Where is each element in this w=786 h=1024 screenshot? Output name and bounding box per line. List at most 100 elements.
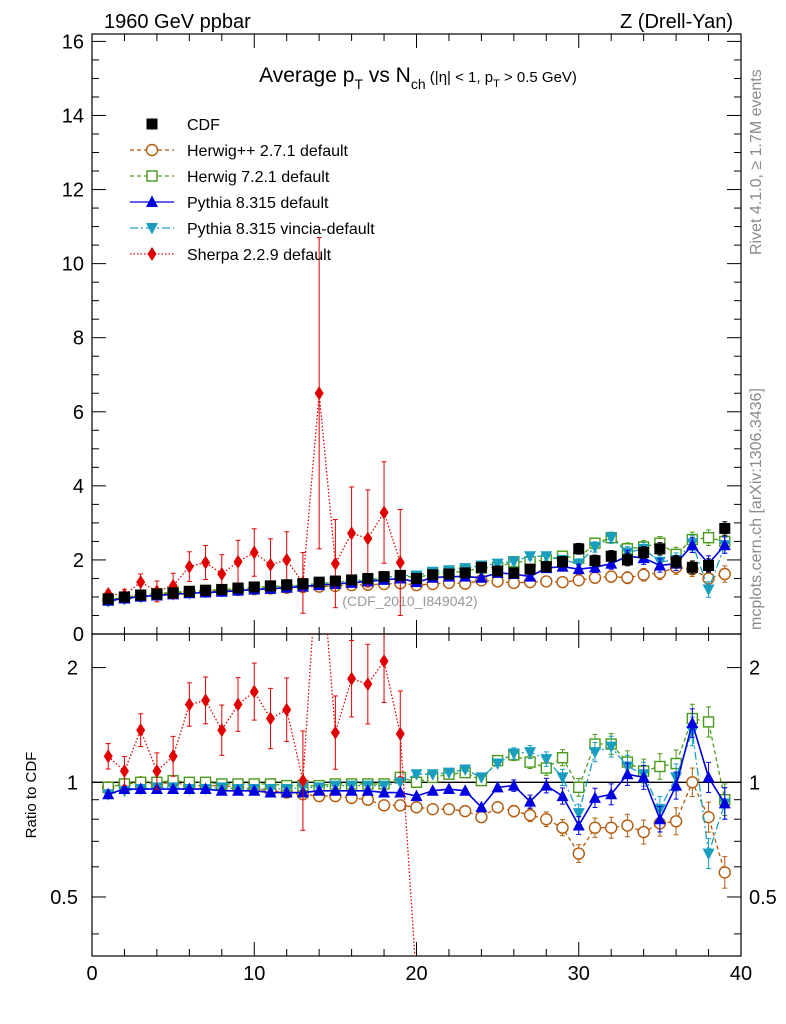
point-pythia-8-315-default [605,557,618,569]
ratio-point-pythia-8-315-vincia-default [410,769,423,781]
series-sherpa-2-2-9-default [103,237,405,616]
ratio-point-pythia-8-315-vincia-default [426,769,439,781]
point-sherpa-2-2-9-default [217,567,227,581]
ratio-point-herwig-2-7-1-default [507,804,521,818]
ratio-point-herwig-2-7-1-default [637,825,650,839]
ratio-point-pythia-8-315-default [718,796,731,809]
point-cdf [703,559,715,571]
legend-label-pythia-8-315-vincia-default: Pythia 8.315 vincia-default [187,221,375,238]
point-cdf [670,556,682,568]
ratio-point-herwig-2-7-1-default [572,847,585,860]
ratio-point-sherpa-2-2-9-default [363,677,373,692]
point-sherpa-2-2-9-default [249,545,259,560]
ratio-point-herwig-2-7-1-default [621,819,634,832]
point-cdf [102,593,114,605]
ratio-point-sherpa-2-2-9-default [330,725,340,740]
point-cdf [605,550,617,562]
ratio-point-pythia-8-315-vincia-default [605,741,618,754]
point-cdf [118,591,130,603]
ratio-point-pythia-8-315-default [232,784,245,796]
point-pythia-8-315-vincia-default [524,551,537,563]
ratio-point-pythia-8-315-default [605,787,618,800]
ratio-point-herwig-2-7-1-default [686,776,699,789]
legend-label-herwig-2-7-1-default: Herwig++ 2.7.1 default [187,143,349,160]
ratio-point-pythia-8-315-vincia-default [475,772,488,784]
ratio-point-herwig-2-7-1-default [605,821,618,834]
ratio-point-herwig-2-7-1-default [523,808,537,822]
chart-title: Average pT vs Nch (|η| < 1, pT > 0.5 GeV… [259,64,577,92]
ratio-y-tick-label-right: 0.5 [749,887,777,909]
ratio-point-pythia-8-315-default [361,784,374,796]
legend-label-herwig-7-2-1-default: Herwig 7.2.1 default [187,169,330,186]
point-cdf [459,567,471,579]
ratio-point-sherpa-2-2-9-default [201,693,211,708]
ratio-point-pythia-8-315-default [248,784,261,796]
ratio-point-pythia-8-315-default [280,786,293,798]
point-cdf [248,581,260,593]
ratio-point-sherpa-2-2-9-default [184,697,194,712]
ratio-point-herwig-2-7-1-default [718,866,731,879]
point-pythia-8-315-default [572,562,585,575]
ratio-point-herwig-2-7-1-default [458,804,472,818]
point-cdf [346,574,358,586]
ratio-point-pythia-8-315-default [459,784,472,796]
ratio-point-sherpa-2-2-9-default [233,697,243,712]
ratio-point-pythia-8-315-default [507,779,520,791]
ratio-point-pythia-8-315-default [410,789,423,802]
main-y-tick-label: 16 [62,31,84,53]
point-cdf [719,522,731,534]
ratio-point-pythia-8-315-default [637,770,650,783]
point-cdf [200,584,212,596]
point-cdf [394,569,406,581]
ratio-point-herwig-2-7-1-default [491,801,504,814]
ratio-point-pythia-8-315-default [491,780,504,793]
ratio-point-herwig-2-7-1-default [475,810,488,824]
point-pythia-8-315-default [686,538,699,551]
point-herwig-2-7-1-default [588,571,602,584]
ratio-point-pythia-8-315-vincia-default [394,777,407,789]
ratio-point-sherpa-2-2-9-default [347,671,357,686]
point-cdf [297,578,309,590]
ratio-point-pythia-8-315-default [556,789,569,802]
ratio-point-herwig-2-7-1-default [377,799,391,812]
ratio-point-sherpa-2-2-9-default [265,711,275,726]
point-cdf [183,585,195,597]
legend: CDF Herwig++ 2.7.1 default Herwig 7.2.1 de… [130,117,375,264]
ratio-point-pythia-8-315-default [215,784,228,796]
point-herwig-7-2-1-default [702,532,715,544]
series-cdf [102,521,731,605]
ratio-point-herwig-2-7-1-default [540,813,553,826]
point-herwig-2-7-1-default [718,567,731,581]
ratio-point-sherpa-2-2-9-default [282,702,292,717]
legend-marker-pythia-8-315-default [146,195,158,207]
x-tick-label: 0 [86,963,97,985]
main-y-tick-label: 12 [62,180,84,202]
point-pythia-8-315-vincia-default [491,558,504,571]
ratio-point-pythia-8-315-default [102,787,115,800]
point-cdf [524,563,536,575]
legend-marker-herwig-7-2-1-default [146,170,158,182]
main-y-tick-label: 6 [73,402,84,424]
point-sherpa-2-2-9-default [363,531,373,546]
ratio-point-sherpa-2-2-9-default [249,684,259,699]
point-sherpa-2-2-9-default [265,557,275,572]
ratio-point-pythia-8-315-default [670,779,683,791]
point-herwig-2-7-1-default [621,571,634,584]
mcplots-label: mcplots.cern.ch [arXiv:1306.3436] [748,388,765,630]
ratio-point-pythia-8-315-default [118,782,131,795]
ratio-point-pythia-8-315-default [313,784,326,796]
ratio-y-tick-label: 0.5 [50,887,78,909]
x-tick-label: 10 [243,963,265,985]
ratio-point-sherpa-2-2-9-default [379,654,389,669]
ratio-point-herwig-2-7-1-default [669,815,683,828]
ratio-point-sherpa-2-2-9-default [119,764,129,779]
point-sherpa-2-2-9-default [233,554,243,569]
point-cdf [313,576,325,588]
main-panel: 0 2 4 6 8 10 12 14 16 Average pT vs Nch (|η| < 1… [62,31,742,646]
point-cdf [378,571,390,583]
ratio-point-pythia-8-315-default [524,795,537,807]
ratio-point-pythia-8-315-default [686,716,699,729]
point-cdf [508,567,520,579]
point-sherpa-2-2-9-default [330,556,340,571]
point-pythia-8-315-vincia-default [507,556,520,568]
